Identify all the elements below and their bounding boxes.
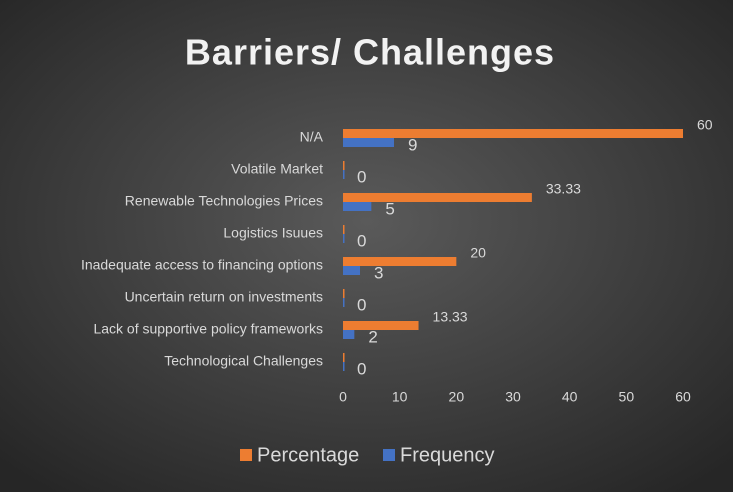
chart-title: Barriers/ Challenges bbox=[185, 32, 555, 73]
data-label: 5 bbox=[385, 199, 394, 218]
bar bbox=[343, 298, 345, 307]
bar bbox=[343, 161, 345, 170]
bar bbox=[343, 225, 345, 234]
x-tick-label: 30 bbox=[505, 389, 521, 405]
data-label: 0 bbox=[357, 167, 366, 186]
bar bbox=[343, 321, 419, 330]
y-tick-label: Technological Challenges bbox=[164, 353, 323, 369]
bar bbox=[343, 170, 345, 179]
data-label: 9 bbox=[408, 135, 417, 154]
y-tick-label: Renewable Technologies Prices bbox=[125, 193, 323, 209]
x-tick-label: 0 bbox=[339, 389, 347, 405]
x-tick-label: 20 bbox=[449, 389, 465, 405]
y-tick-label: Logistics Isuues bbox=[223, 225, 323, 241]
legend-label: Frequency bbox=[400, 444, 495, 466]
bar bbox=[343, 129, 683, 138]
bar bbox=[343, 362, 345, 371]
data-label: 2 bbox=[368, 327, 377, 346]
y-tick-label: Volatile Market bbox=[231, 161, 323, 177]
bar bbox=[343, 353, 345, 362]
bar bbox=[343, 202, 372, 211]
x-tick-label: 40 bbox=[562, 389, 578, 405]
data-label: 13.33 bbox=[433, 309, 468, 325]
bar bbox=[343, 266, 360, 275]
data-label: 0 bbox=[357, 295, 366, 314]
data-label: 33.33 bbox=[546, 181, 581, 197]
legend-swatch bbox=[240, 449, 252, 461]
y-tick-label: N/A bbox=[300, 129, 324, 145]
bar bbox=[343, 289, 345, 298]
y-tick-label: Lack of supportive policy frameworks bbox=[93, 321, 323, 337]
data-label: 0 bbox=[357, 359, 366, 378]
x-tick-label: 50 bbox=[619, 389, 635, 405]
data-label: 0 bbox=[357, 231, 366, 250]
bar bbox=[343, 193, 532, 202]
bar bbox=[343, 257, 457, 266]
bar bbox=[343, 138, 394, 147]
x-tick-label: 10 bbox=[392, 389, 408, 405]
y-tick-label: Uncertain return on investments bbox=[125, 289, 323, 305]
y-tick-label: Inadequate access to financing options bbox=[81, 257, 323, 273]
data-label: 20 bbox=[470, 245, 486, 261]
legend-label: Percentage bbox=[257, 444, 359, 466]
bar bbox=[343, 234, 345, 243]
legend-swatch bbox=[383, 449, 395, 461]
bar bbox=[343, 330, 355, 339]
data-label: 3 bbox=[374, 263, 383, 282]
data-label: 60 bbox=[697, 117, 713, 133]
x-tick-label: 60 bbox=[675, 389, 691, 405]
